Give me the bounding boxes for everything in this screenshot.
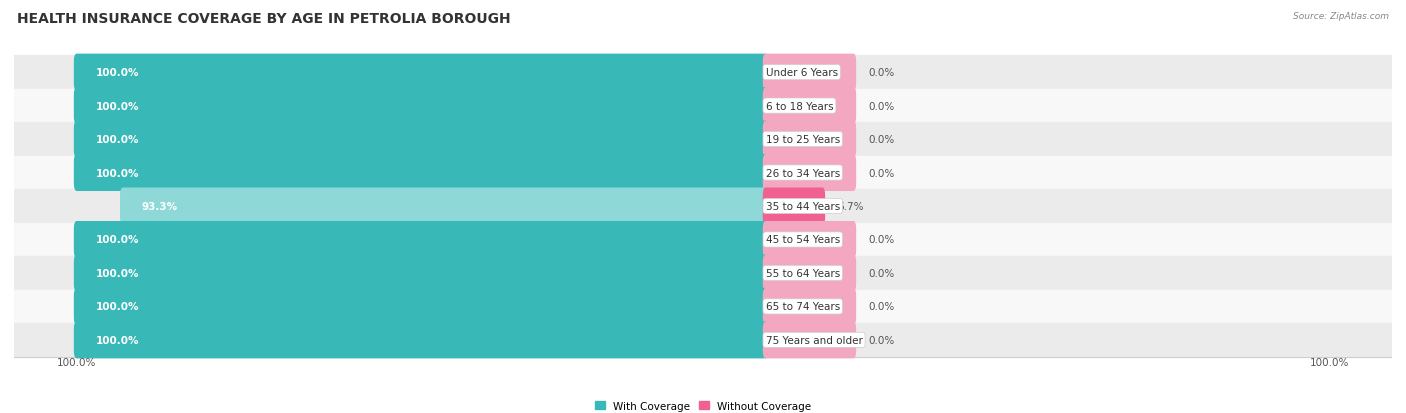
FancyBboxPatch shape: [763, 55, 856, 91]
Text: 100.0%: 100.0%: [96, 235, 139, 245]
FancyBboxPatch shape: [75, 221, 769, 259]
Text: 6 to 18 Years: 6 to 18 Years: [766, 101, 834, 112]
Text: 45 to 54 Years: 45 to 54 Years: [766, 235, 839, 245]
FancyBboxPatch shape: [75, 88, 769, 125]
Text: 6.7%: 6.7%: [838, 202, 863, 211]
Bar: [14, 256, 1392, 290]
FancyBboxPatch shape: [75, 154, 769, 192]
Legend: With Coverage, Without Coverage: With Coverage, Without Coverage: [591, 396, 815, 413]
Text: 93.3%: 93.3%: [142, 202, 177, 211]
Bar: [14, 90, 1392, 123]
Text: 100.0%: 100.0%: [1309, 357, 1348, 367]
FancyBboxPatch shape: [75, 288, 769, 325]
Text: 100.0%: 100.0%: [96, 135, 139, 145]
FancyBboxPatch shape: [75, 121, 769, 158]
Text: 100.0%: 100.0%: [58, 357, 97, 367]
FancyBboxPatch shape: [763, 221, 856, 259]
FancyBboxPatch shape: [763, 288, 856, 325]
Bar: [14, 190, 1392, 223]
Text: 0.0%: 0.0%: [869, 135, 894, 145]
Text: 0.0%: 0.0%: [869, 101, 894, 112]
Text: HEALTH INSURANCE COVERAGE BY AGE IN PETROLIA BOROUGH: HEALTH INSURANCE COVERAGE BY AGE IN PETR…: [17, 12, 510, 26]
Text: 0.0%: 0.0%: [869, 235, 894, 245]
FancyBboxPatch shape: [763, 255, 856, 292]
FancyBboxPatch shape: [75, 55, 769, 91]
FancyBboxPatch shape: [763, 322, 856, 358]
Text: 100.0%: 100.0%: [96, 301, 139, 312]
Text: 100.0%: 100.0%: [96, 68, 139, 78]
FancyBboxPatch shape: [75, 322, 769, 358]
Text: 0.0%: 0.0%: [869, 168, 894, 178]
Bar: [14, 157, 1392, 190]
FancyBboxPatch shape: [763, 121, 856, 158]
FancyBboxPatch shape: [763, 154, 856, 192]
FancyBboxPatch shape: [763, 88, 856, 125]
FancyBboxPatch shape: [75, 255, 769, 292]
FancyBboxPatch shape: [120, 188, 769, 225]
Bar: [14, 56, 1392, 90]
Text: 35 to 44 Years: 35 to 44 Years: [766, 202, 839, 211]
Text: 0.0%: 0.0%: [869, 68, 894, 78]
Bar: [14, 323, 1392, 357]
Text: 65 to 74 Years: 65 to 74 Years: [766, 301, 839, 312]
Bar: [14, 123, 1392, 157]
Text: 19 to 25 Years: 19 to 25 Years: [766, 135, 839, 145]
FancyBboxPatch shape: [763, 188, 825, 225]
Text: 100.0%: 100.0%: [96, 101, 139, 112]
Text: 26 to 34 Years: 26 to 34 Years: [766, 168, 839, 178]
Bar: [14, 290, 1392, 323]
Text: 75 Years and older: 75 Years and older: [766, 335, 862, 345]
Text: 55 to 64 Years: 55 to 64 Years: [766, 268, 839, 278]
Text: 0.0%: 0.0%: [869, 335, 894, 345]
Text: 100.0%: 100.0%: [96, 168, 139, 178]
Bar: [14, 223, 1392, 256]
Text: 0.0%: 0.0%: [869, 301, 894, 312]
Text: 0.0%: 0.0%: [869, 268, 894, 278]
Text: Source: ZipAtlas.com: Source: ZipAtlas.com: [1294, 12, 1389, 21]
Text: Under 6 Years: Under 6 Years: [766, 68, 838, 78]
Text: 100.0%: 100.0%: [96, 335, 139, 345]
Text: 100.0%: 100.0%: [96, 268, 139, 278]
